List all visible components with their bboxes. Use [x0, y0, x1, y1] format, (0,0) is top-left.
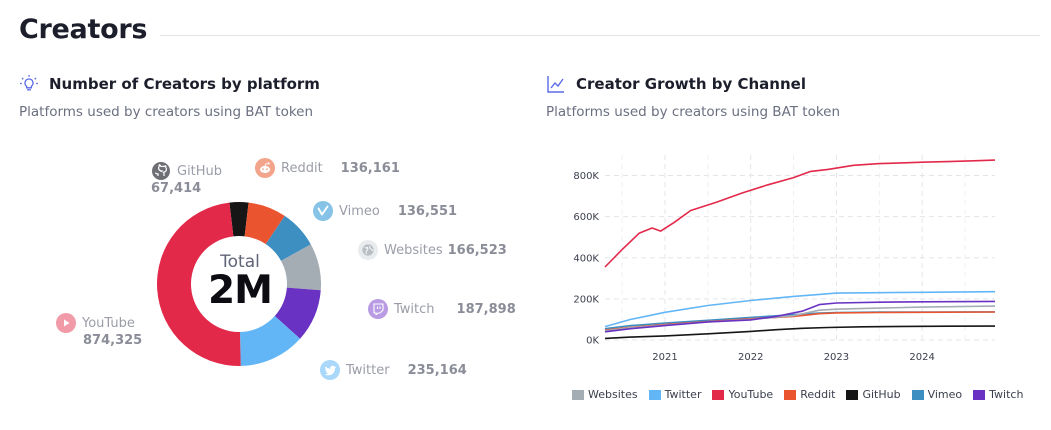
line-section-subtitle: Platforms used by creators using BAT tok…	[546, 104, 841, 120]
slice-value-twitter: 235,164	[407, 362, 467, 378]
legend-item-youtube[interactable]: YouTube	[712, 388, 773, 401]
slice-label-vimeo: Vimeo 136,551	[313, 201, 457, 221]
twitch-icon	[368, 299, 388, 319]
legend-label-vimeo: Vimeo	[927, 388, 963, 401]
slice-label-websites: Websites 166,523	[358, 240, 507, 260]
title-divider	[160, 35, 1040, 36]
donut-slice-youtube[interactable]	[156, 202, 241, 366]
donut-section-subtitle: Platforms used by creators using BAT tok…	[19, 104, 314, 120]
slice-name-twitter: Twitter	[346, 362, 390, 378]
legend-label-reddit: Reddit	[800, 388, 836, 401]
series-line-twitter[interactable]	[604, 290, 996, 328]
donut-slice-vimeo[interactable]	[265, 215, 311, 261]
github-icon	[151, 161, 171, 181]
legend-item-websites[interactable]: Websites	[572, 388, 638, 401]
slice-name-reddit: Reddit	[281, 160, 323, 176]
series-line-youtube[interactable]	[604, 159, 996, 268]
donut-slice-websites[interactable]	[281, 244, 321, 291]
legend-swatch-vimeo	[911, 389, 924, 400]
legend-swatch-websites	[572, 389, 584, 400]
donut-center-value: 2M	[208, 268, 273, 313]
donut-section-header: Number of Creators by platform	[19, 74, 320, 94]
series-line-twitch[interactable]	[604, 300, 996, 333]
play-icon	[56, 313, 76, 333]
globe-icon	[358, 240, 378, 260]
slice-value-websites: 166,523	[447, 242, 507, 258]
slice-value-youtube: 874,325	[83, 333, 143, 348]
slice-name-twitch: Twitch	[394, 301, 435, 317]
legend-item-vimeo[interactable]: Vimeo	[911, 388, 963, 401]
donut-slice-github[interactable]	[229, 202, 249, 237]
trend-chart-icon	[546, 74, 566, 94]
line-section-header: Creator Growth by Channel	[546, 74, 806, 94]
slice-label-youtube: YouTube 874,325	[56, 313, 142, 348]
x-tick-label: 2023	[824, 352, 849, 363]
legend-label-youtube: YouTube	[728, 388, 774, 401]
y-tick-label: 0K	[586, 336, 599, 347]
legend-item-github[interactable]: GitHub	[846, 388, 901, 401]
legend-label-websites: Websites	[588, 388, 638, 401]
slice-label-github: GitHub 67,414	[151, 161, 222, 196]
slice-label-twitch: Twitch 187,898	[368, 299, 516, 319]
series-line-websites[interactable]	[604, 305, 996, 332]
y-tick-label: 600K	[573, 212, 599, 223]
reddit-icon	[255, 158, 275, 178]
slice-name-github: GitHub	[177, 163, 223, 179]
slice-value-github: 67,414	[151, 181, 202, 196]
y-tick-label: 800K	[573, 171, 599, 182]
legend-swatch-twitter	[648, 389, 661, 400]
y-tick-label: 400K	[573, 253, 599, 264]
bird-icon	[320, 360, 340, 380]
x-tick-label: 2022	[738, 352, 763, 363]
donut-section-title: Number of Creators by platform	[49, 75, 320, 93]
donut-slice-twitch[interactable]	[274, 287, 321, 339]
legend-item-twitter[interactable]: Twitter	[648, 388, 702, 401]
slice-label-reddit: Reddit 136,161	[255, 158, 400, 178]
page-title: Creators	[19, 14, 148, 45]
legend-swatch-twitch	[973, 389, 986, 400]
legend-item-twitch[interactable]: Twitch	[973, 388, 1023, 401]
legend-label-twitch: Twitch	[989, 388, 1024, 401]
donut-slice-twitter[interactable]	[240, 316, 301, 366]
legend-label-twitter: Twitter	[664, 388, 702, 401]
slice-name-youtube: YouTube	[82, 315, 135, 331]
slice-label-twitter: Twitter 235,164	[320, 360, 467, 380]
slice-name-websites: Websites	[384, 242, 443, 258]
line-section-title: Creator Growth by Channel	[576, 75, 806, 93]
donut-center-label: Total	[220, 252, 260, 272]
donut-slice-reddit[interactable]	[244, 202, 285, 245]
vimeo-icon	[313, 201, 333, 221]
legend-swatch-youtube	[712, 389, 725, 400]
slice-name-vimeo: Vimeo	[339, 203, 380, 219]
lightbulb-icon	[19, 74, 39, 94]
x-tick-label: 2021	[652, 352, 677, 363]
line-chart-legend: Websites Twitter YouTube Reddit GitHub V…	[572, 388, 1023, 401]
legend-swatch-github	[846, 389, 859, 400]
series-line-github[interactable]	[604, 325, 996, 340]
slice-value-vimeo: 136,551	[397, 203, 458, 219]
legend-label-github: GitHub	[862, 388, 901, 401]
slice-value-reddit: 136,161	[340, 160, 400, 176]
y-tick-label: 200K	[573, 294, 599, 305]
slice-value-twitch: 187,898	[456, 301, 516, 317]
legend-swatch-reddit	[784, 389, 797, 400]
line-chart: 0K 200K 400K 600K 800K 2021 2022 2023 2024	[573, 155, 996, 363]
legend-item-reddit[interactable]: Reddit	[784, 388, 835, 401]
x-tick-label: 2024	[909, 352, 934, 363]
